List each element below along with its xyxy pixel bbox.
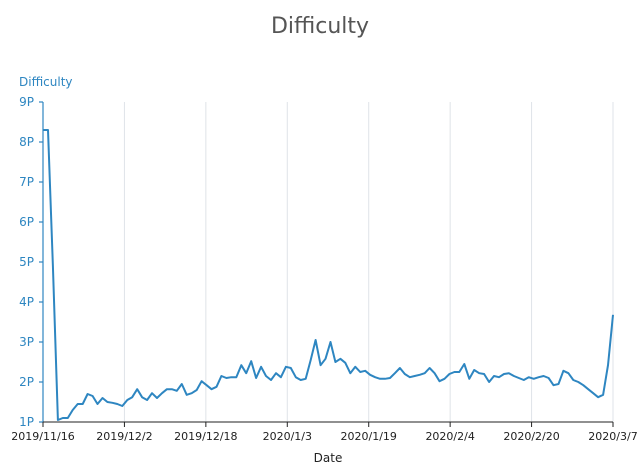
chart-title: Difficulty — [271, 14, 369, 39]
y-tick-label: 6P — [19, 215, 34, 229]
y-tick-label: 5P — [19, 255, 34, 269]
y-tick-label: 1P — [19, 415, 34, 429]
difficulty-series-line — [43, 129, 614, 421]
x-tick-label: 2020/2/20 — [503, 430, 559, 443]
y-tick-label: 8P — [19, 135, 34, 149]
y-tick-label: 4P — [19, 295, 34, 309]
series-group — [43, 129, 614, 421]
x-tick-label: 2019/12/2 — [96, 430, 152, 443]
gridlines — [42, 102, 614, 422]
x-axis-label: Date — [314, 451, 343, 465]
x-tick-label: 2020/3/7 — [588, 430, 637, 443]
x-tick-label: 2020/1/3 — [263, 430, 312, 443]
y-tick-label: 3P — [19, 335, 34, 349]
y-tick-label: 9P — [19, 95, 34, 109]
x-tick-label: 2019/11/16 — [11, 430, 74, 443]
x-tick-label: 2019/12/18 — [174, 430, 237, 443]
x-axis: 2019/11/16 2019/12/2 2019/12/18 2020/1/3 202… — [11, 421, 638, 443]
y-tick-label: 7P — [19, 175, 34, 189]
y-axis-label: Difficulty — [19, 75, 73, 89]
y-tick-label: 2P — [19, 375, 34, 389]
x-tick-label: 2020/1/19 — [341, 430, 397, 443]
x-tick-label: 2020/2/4 — [425, 430, 474, 443]
y-axis: 1P 2P 3P 4P 5P 6P 7P 8P 9P — [19, 95, 44, 429]
